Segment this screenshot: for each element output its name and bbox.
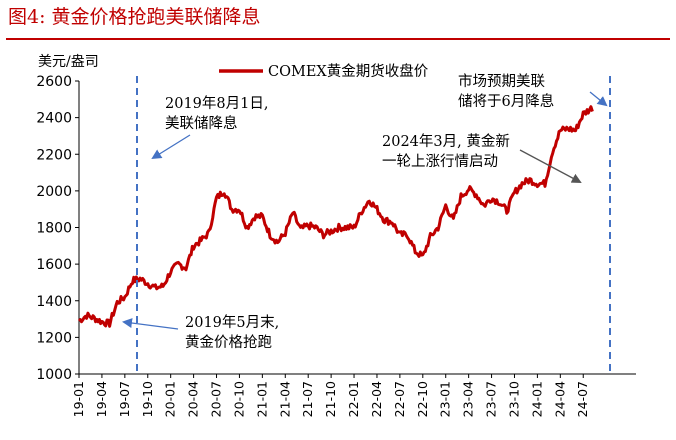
- annotation-2019-aug-rate-cut-line: 美联储降息: [165, 115, 238, 132]
- legend-label: COMEX黄金期货收盘价: [268, 62, 429, 80]
- x-tick-label: 20-04: [186, 381, 201, 417]
- y-tick-label: 1200: [36, 330, 72, 346]
- x-tick-label: 20-10: [231, 381, 246, 417]
- x-tick-label: 19-04: [94, 381, 109, 417]
- title-rule: [6, 38, 670, 40]
- x-tick-label: 22-04: [369, 381, 384, 417]
- x-tick-label: 20-07: [209, 381, 224, 417]
- y-axis-label: 美元/盎司: [38, 54, 99, 70]
- x-tick-label: 21-07: [300, 381, 315, 417]
- annotation-2024-jun-expectation-line: 市场预期美联: [458, 73, 545, 90]
- x-tick-label: 21-10: [323, 381, 338, 417]
- series-layer: [77, 105, 594, 328]
- annotation-2019-may-front-run-line: 黄金价格抢跑: [185, 333, 272, 351]
- x-tick-label: 24-07: [575, 381, 590, 417]
- y-tick-label: 2200: [36, 147, 72, 163]
- y-tick-label: 1800: [36, 221, 72, 237]
- y-axis-ticks: 1000 1200 1400 1600 1800 2000 2200 2400 2600: [36, 74, 79, 383]
- x-tick-label: 19-10: [140, 381, 155, 417]
- x-tick-label: 19-01: [71, 381, 86, 417]
- gold-price-line: [77, 105, 594, 328]
- x-tick-label: 22-07: [392, 381, 407, 417]
- arrow-2019-may: [122, 318, 179, 330]
- y-tick-label: 1000: [36, 367, 72, 383]
- x-tick-label: 22-10: [415, 381, 430, 417]
- annotation-2024-jun-expectation-line: 储将于6月降息: [458, 93, 554, 110]
- annotation-2024-mar-rally-line: 一轮上涨行情启动: [382, 153, 498, 170]
- annotation-2019-aug-rate-cut-line: 2019年8月1日,: [165, 95, 268, 112]
- x-tick-label: 23-07: [484, 381, 499, 417]
- annotations: 2019年8月1日, 美联储降息 2019年5月末, 黄金价格抢跑 2024年3月, 黄…: [122, 73, 611, 374]
- y-tick-label: 2000: [36, 184, 72, 200]
- x-tick-label: 23-04: [461, 381, 476, 417]
- x-tick-label: 21-01: [254, 381, 269, 417]
- x-tick-label: 22-01: [346, 381, 361, 417]
- figure-title: 图4: 黄金价格抢跑美联储降息: [8, 6, 261, 28]
- x-axis-ticks: 19-01 19-04 19-07 19-10 20-01 20-04 20-07 20-10…: [71, 374, 590, 417]
- x-tick-label: 19-07: [117, 381, 132, 417]
- x-tick-label: 20-01: [163, 381, 178, 417]
- arrow-2024-mar: [519, 149, 582, 183]
- annotation-2019-may-front-run-line: 2019年5月末,: [185, 314, 279, 331]
- x-tick-label: 24-04: [552, 381, 567, 417]
- x-tick-label: 23-10: [506, 381, 521, 417]
- legend: COMEX黄金期货收盘价: [219, 62, 429, 80]
- arrow-2024-jun: [589, 91, 608, 107]
- x-tick-label: 24-01: [529, 381, 544, 417]
- y-tick-label: 1400: [36, 294, 72, 310]
- y-tick-label: 2600: [36, 74, 72, 90]
- axes: [78, 81, 636, 375]
- x-tick-label: 21-04: [277, 381, 292, 417]
- y-tick-label: 1600: [36, 257, 72, 273]
- arrow-2019-aug: [151, 134, 191, 160]
- y-tick-label: 2400: [36, 111, 72, 127]
- annotation-2024-mar-rally-line: 2024年3月, 黄金新: [382, 133, 510, 150]
- x-tick-label: 23-01: [438, 381, 453, 417]
